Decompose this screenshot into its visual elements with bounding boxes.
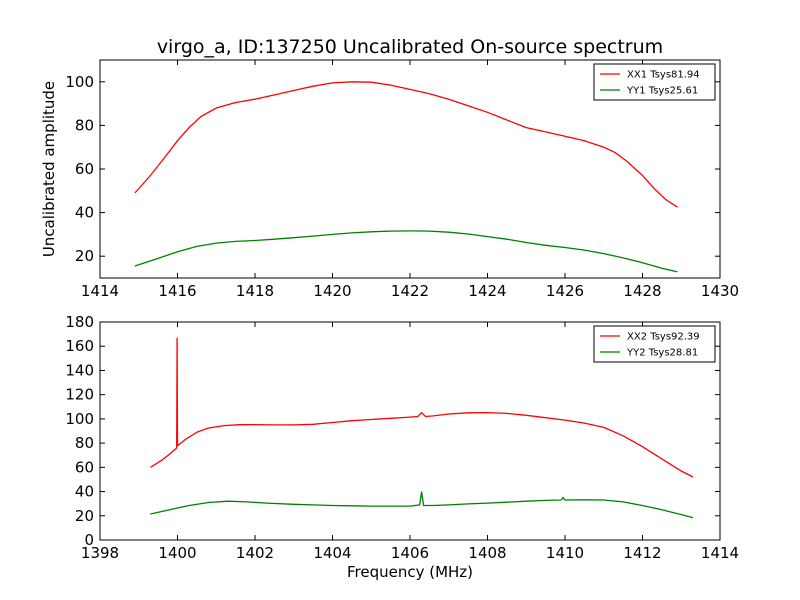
y-axis-label: Uncalibrated amplitude (40, 81, 58, 257)
legend-box (593, 63, 716, 101)
y-tick-label: 100 (65, 73, 94, 91)
top-spectrum-panel: 1414 1416 1418 1420 1422 1424 1426 1428 1430 20 40… (65, 59, 739, 300)
y-tick-label: 40 (75, 483, 94, 501)
x-axis-label: Frequency (MHz) (347, 563, 473, 581)
y-tick-label: 60 (75, 458, 94, 476)
y-tick-label: 60 (75, 160, 94, 178)
x-tick-label: 1428 (623, 282, 661, 300)
series-line-2-2 (150, 491, 694, 519)
y-tick-label: 20 (75, 247, 94, 265)
y-tick-label: 160 (65, 337, 94, 355)
series-line-1-1 (134, 81, 678, 208)
x-tick-label: 1414 (81, 282, 119, 300)
legend-label: YY1 Tsys25.61 (626, 86, 698, 97)
series-line-2-1 (150, 337, 694, 478)
x-tick-label: 1422 (391, 282, 429, 300)
y-tick-label: 180 (65, 313, 94, 331)
x-tick-label: 1418 (236, 282, 274, 300)
y-tick-label: 80 (75, 116, 94, 134)
x-tick-label: 1400 (158, 544, 196, 562)
x-tick-label: 1404 (313, 544, 351, 562)
x-tick-label: 1402 (236, 544, 274, 562)
chart-title: virgo_a, ID:137250 Uncalibrated On-sourc… (157, 36, 663, 58)
legend-label: XX2 Tsys92.39 (627, 332, 700, 343)
bottom-spectrum-panel: 1398 1400 1402 1404 1406 1408 1410 1412 1414 0 20 4… (65, 313, 739, 562)
series-line-1-2 (134, 230, 678, 273)
x-tick-label: 1412 (623, 544, 661, 562)
x-tick-label: 1410 (546, 544, 584, 562)
legend: XX1 Tsys81.94 YY1 Tsys25.61 (593, 63, 716, 101)
y-tick-label: 0 (84, 531, 94, 549)
y-tick-label: 20 (75, 507, 94, 525)
legend-label: XX1 Tsys81.94 (627, 70, 700, 81)
x-tick-label: 1406 (391, 544, 429, 562)
x-tick-label: 1398 (81, 544, 119, 562)
x-tick-label: 1426 (546, 282, 584, 300)
legend-box (593, 325, 716, 363)
y-tick-label: 40 (75, 204, 94, 222)
y-tick-label: 120 (65, 386, 94, 404)
y-tick-label: 80 (75, 434, 94, 452)
legend-label: YY2 Tsys28.81 (626, 348, 698, 359)
x-tick-label: 1424 (468, 282, 506, 300)
x-tick-label: 1414 (701, 544, 739, 562)
legend: XX2 Tsys92.39 YY2 Tsys28.81 (593, 325, 716, 363)
y-tick-label: 140 (65, 361, 94, 379)
x-tick-label: 1430 (701, 282, 739, 300)
x-tick-label: 1420 (313, 282, 351, 300)
x-tick-label: 1408 (468, 544, 506, 562)
x-tick-label: 1416 (158, 282, 196, 300)
y-tick-label: 100 (65, 410, 94, 428)
